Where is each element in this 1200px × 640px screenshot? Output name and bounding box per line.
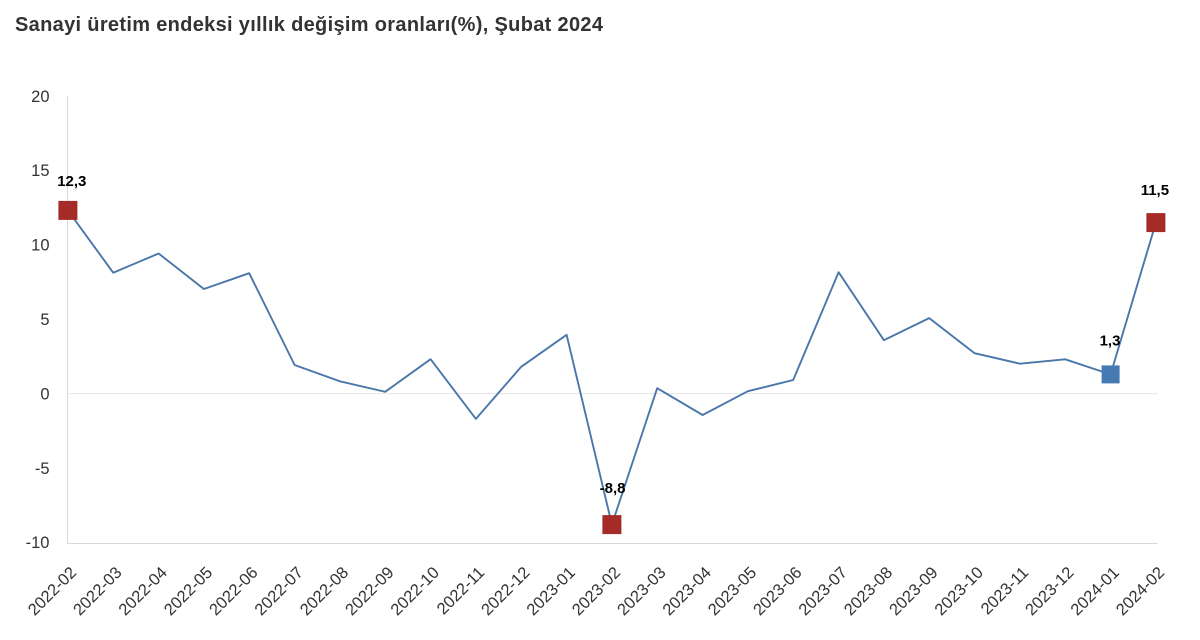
svg-text:11,5: 11,5 xyxy=(1141,182,1169,199)
svg-text:10: 10 xyxy=(31,237,49,255)
svg-text:20: 20 xyxy=(31,88,49,106)
svg-text:15: 15 xyxy=(31,162,49,180)
svg-text:12,3: 12,3 xyxy=(57,173,86,190)
svg-text:0: 0 xyxy=(40,385,49,403)
svg-text:1,3: 1,3 xyxy=(1100,332,1121,349)
svg-text:-10: -10 xyxy=(26,534,50,552)
svg-text:Sanayi üretim endeksi yıllık d: Sanayi üretim endeksi yıllık değişim ora… xyxy=(15,14,604,36)
svg-text:-5: -5 xyxy=(35,460,50,478)
svg-text:5: 5 xyxy=(40,311,49,329)
svg-text:-8,8: -8,8 xyxy=(600,480,626,497)
